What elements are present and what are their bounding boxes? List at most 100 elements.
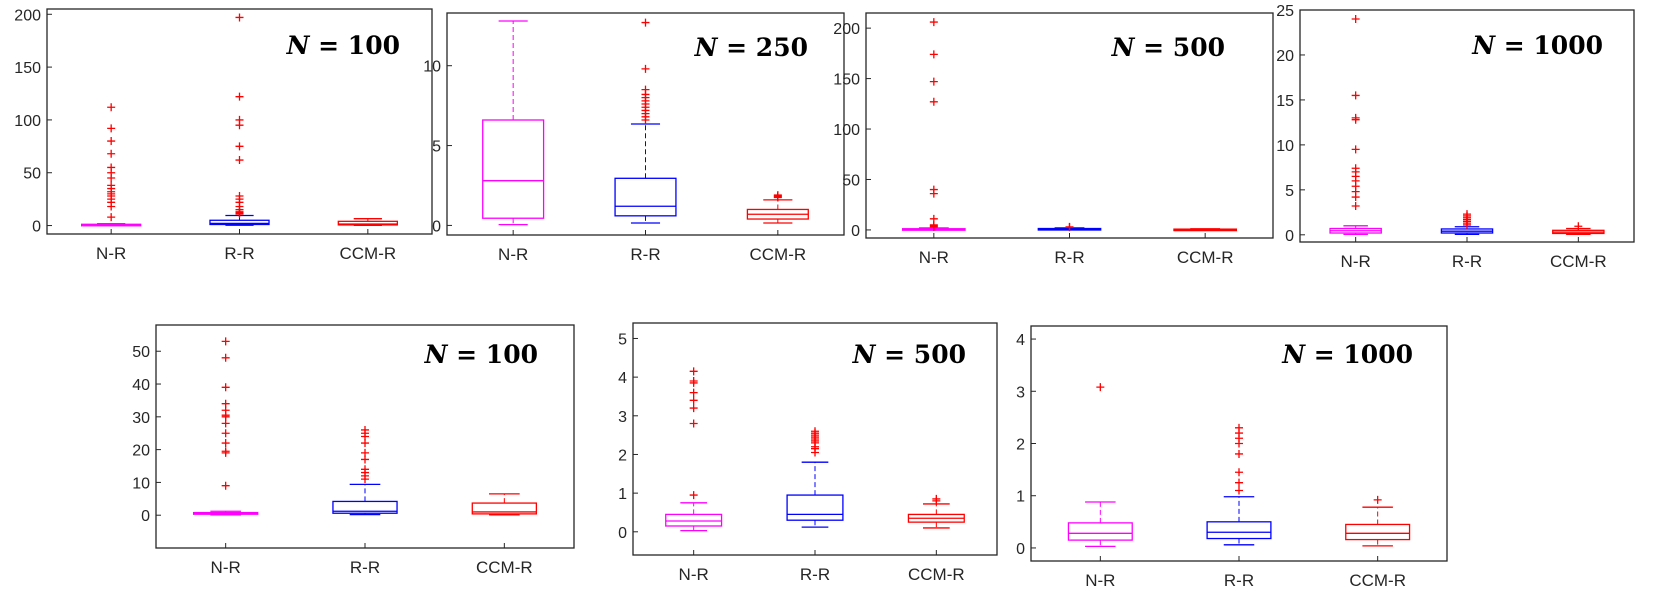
outlier-marker bbox=[689, 419, 698, 428]
box-R-R bbox=[1440, 210, 1494, 236]
y-tick-label: 30 bbox=[132, 410, 150, 427]
outlier-marker bbox=[1351, 202, 1360, 211]
box-N-R bbox=[482, 20, 545, 226]
iqr-box bbox=[471, 502, 538, 515]
box-R-R bbox=[332, 425, 398, 516]
outlier-marker bbox=[929, 97, 938, 106]
iqr-box bbox=[1345, 523, 1411, 541]
x-tick-label: R-R bbox=[1054, 248, 1084, 267]
x-tick-label: CCM-R bbox=[1177, 248, 1234, 267]
outlier-marker bbox=[235, 13, 244, 22]
box-CCM-R bbox=[746, 191, 809, 224]
y-tick-label: 2 bbox=[1016, 437, 1025, 454]
panel-5: 0 10 20 30 40 50 N-R R-R CCM-R N = 100 bbox=[132, 324, 575, 577]
y-tick-label: 4 bbox=[618, 370, 627, 387]
y-tick-label: 25 bbox=[1276, 3, 1294, 20]
outlier-marker bbox=[107, 213, 116, 222]
y-tick-label: 0 bbox=[432, 218, 441, 235]
outlier-marker bbox=[929, 77, 938, 86]
outlier-marker bbox=[235, 92, 244, 101]
outlier-marker bbox=[221, 439, 230, 448]
y-tick-label: 0 bbox=[1016, 541, 1025, 558]
x-tick-label: CCM-R bbox=[750, 245, 807, 264]
box-N-R bbox=[665, 367, 723, 532]
outlier-marker bbox=[929, 185, 938, 194]
y-tick-label: 100 bbox=[833, 122, 860, 139]
outlier-marker bbox=[1096, 383, 1105, 392]
y-tick-label: 4 bbox=[1016, 332, 1025, 349]
x-tick-label: N-R bbox=[919, 248, 949, 267]
outlier-marker bbox=[1235, 449, 1243, 458]
y-tick-label: 0 bbox=[618, 525, 627, 542]
y-tick-label: 1 bbox=[618, 486, 627, 503]
y-tick-label: 5 bbox=[1285, 183, 1294, 200]
box-CCM-R bbox=[907, 494, 965, 529]
outlier-marker bbox=[689, 404, 698, 413]
outlier-marker bbox=[221, 447, 230, 456]
sample-size-annotation: N = 500 bbox=[852, 340, 966, 369]
x-tick-label: CCM-R bbox=[1349, 571, 1406, 590]
x-tick-label: CCM-R bbox=[476, 558, 533, 577]
iqr-box bbox=[337, 220, 399, 226]
outlier-marker bbox=[1235, 468, 1243, 477]
box-CCM-R bbox=[1173, 228, 1238, 232]
sample-size-annotation: N = 1000 bbox=[1281, 340, 1413, 369]
y-tick-label: 10 bbox=[132, 475, 150, 492]
outlier-marker bbox=[235, 115, 244, 124]
y-tick-label: 20 bbox=[132, 443, 150, 460]
box-N-R bbox=[81, 103, 142, 227]
outlier-marker bbox=[235, 156, 244, 165]
box-CCM-R bbox=[1552, 222, 1605, 236]
outlier-marker bbox=[773, 191, 782, 200]
x-tick-label: N-R bbox=[1341, 252, 1371, 271]
outlier-marker bbox=[235, 191, 244, 200]
iqr-box bbox=[1067, 522, 1133, 541]
x-tick-label: R-R bbox=[1224, 571, 1254, 590]
outlier-marker bbox=[107, 149, 116, 158]
y-tick-label: 100 bbox=[14, 113, 41, 130]
y-tick-label: 0 bbox=[141, 508, 150, 525]
outlier-marker bbox=[1065, 222, 1074, 231]
x-tick-label: R-R bbox=[350, 558, 380, 577]
outlier-marker bbox=[1463, 210, 1471, 219]
sample-size-annotation: N = 100 bbox=[286, 31, 400, 60]
box-N-R bbox=[192, 337, 259, 516]
outlier-marker bbox=[689, 377, 698, 385]
panel-2: 0 5 10 N-R R-R CCM-R N = 250 bbox=[423, 12, 845, 264]
outlier-marker bbox=[1351, 113, 1360, 122]
x-tick-label: R-R bbox=[224, 244, 254, 263]
panel-6: 0 1 2 3 4 5 N-R R-R CCM-R N = 500 bbox=[618, 322, 998, 584]
panel-4: 0 5 10 15 20 25 N-R R-R CCM-R N = 1000 bbox=[1276, 3, 1635, 271]
panel-7: 0 1 2 3 4 N-R R-R CCM-R N = 1000 bbox=[1016, 325, 1448, 590]
outlier-marker bbox=[235, 142, 244, 151]
x-tick-label: N-R bbox=[1085, 571, 1115, 590]
outlier-marker bbox=[929, 50, 938, 59]
y-tick-label: 2 bbox=[618, 447, 627, 464]
outlier-marker bbox=[932, 494, 941, 503]
x-tick-label: R-R bbox=[630, 245, 660, 264]
outlier-marker bbox=[689, 367, 698, 376]
iqr-box bbox=[482, 119, 545, 219]
y-tick-label: 150 bbox=[14, 60, 41, 77]
x-tick-label: CCM-R bbox=[1550, 252, 1607, 271]
iqr-box bbox=[209, 219, 270, 226]
x-tick-label: R-R bbox=[800, 565, 830, 584]
outlier-marker bbox=[1351, 14, 1360, 23]
y-tick-label: 3 bbox=[618, 409, 627, 426]
box-CCM-R bbox=[337, 218, 399, 226]
outlier-marker bbox=[1574, 222, 1583, 231]
outlier-marker bbox=[811, 427, 819, 436]
outlier-marker bbox=[929, 214, 938, 223]
iqr-box bbox=[332, 500, 398, 514]
outlier-marker bbox=[107, 163, 116, 172]
panel-1: 0 50 100 150 200 N-R R-R CCM-R N = 100 bbox=[14, 7, 433, 263]
outlier-marker bbox=[929, 18, 938, 27]
box-CCM-R bbox=[471, 493, 538, 516]
outlier-marker bbox=[361, 465, 369, 474]
sample-size-annotation: N = 1000 bbox=[1471, 31, 1603, 60]
iqr-box bbox=[786, 494, 844, 521]
outlier-marker bbox=[1235, 478, 1243, 487]
box-R-R bbox=[1037, 222, 1102, 232]
box-N-R bbox=[1329, 14, 1382, 236]
